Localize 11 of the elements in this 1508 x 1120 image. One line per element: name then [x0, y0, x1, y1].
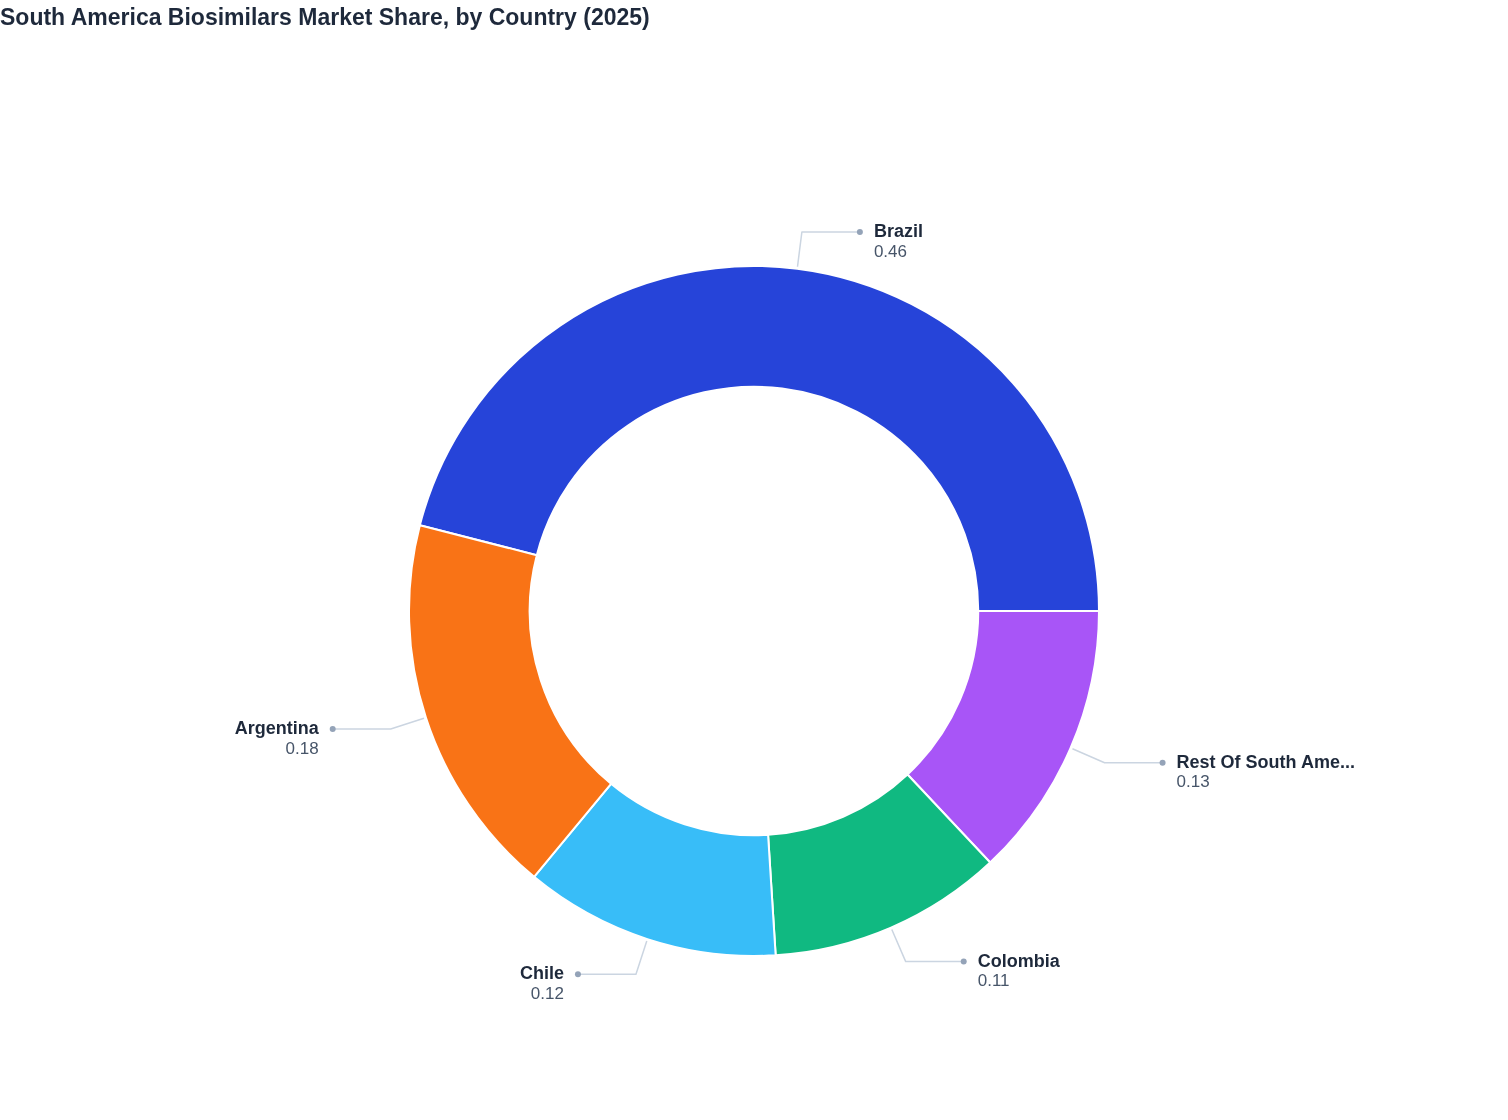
- data-label: 0.11: [977, 971, 1010, 991]
- chart-title: South America Biosimilars Market Share, by Country (2025): [0, 4, 650, 31]
- data-label: 0.12: [530, 983, 564, 1003]
- slice-label: Chile: [519, 963, 564, 984]
- data-label: 0.18: [285, 738, 319, 758]
- slice-label: Brazil: [873, 220, 923, 241]
- slice-label: Rest Of South Ame...: [1176, 751, 1355, 772]
- slice-label: Colombia: [977, 950, 1061, 971]
- data-label: 0.46: [873, 241, 907, 261]
- slice-label: Argentina: [234, 718, 320, 739]
- data-label: 0.13: [1176, 772, 1210, 792]
